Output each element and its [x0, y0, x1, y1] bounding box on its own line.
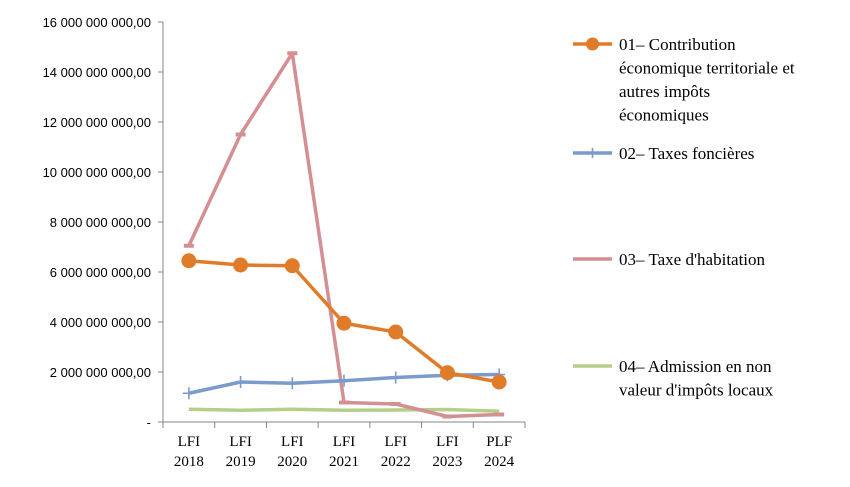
- data-point: [388, 324, 404, 340]
- data-point: [336, 315, 352, 331]
- data-point: [338, 374, 350, 387]
- y-tick-label: 2 000 000 000,00: [50, 365, 151, 380]
- data-point: [182, 387, 195, 400]
- x-tick-label: LFI 2019: [226, 434, 256, 470]
- series-3: [183, 51, 505, 419]
- data-point: [389, 371, 402, 384]
- data-point: [286, 377, 299, 390]
- data-point: [491, 374, 507, 390]
- x-tick-label: LFI 2023: [432, 434, 462, 470]
- x-tick-label: LFI 2022: [381, 434, 411, 470]
- series-layer: [181, 51, 507, 419]
- y-tick-label: 4 000 000 000,00: [50, 315, 151, 330]
- data-point: [181, 253, 197, 269]
- y-tick-label: -: [147, 415, 151, 430]
- x-tick-label: LFI 2020: [277, 434, 307, 470]
- x-tick-label: LFI 2018: [174, 434, 204, 470]
- data-point: [234, 376, 247, 388]
- y-tick-label: 12 000 000 000,00: [43, 115, 151, 130]
- y-tick-label: 16 000 000 000,00: [43, 15, 151, 30]
- legend-label: 04– Admission en non valeur d'impôts loca…: [619, 357, 774, 400]
- legend: 01– Contribution économique territoriale …: [573, 35, 795, 400]
- legend-label: 02– Taxes foncières: [619, 144, 754, 163]
- x-tick-label: PLF 2024: [484, 434, 515, 470]
- series-line: [188, 407, 500, 413]
- data-point: [439, 365, 455, 381]
- series-4: [188, 407, 500, 413]
- legend-item-2: 02– Taxes foncières: [573, 144, 754, 163]
- y-tick-label: 8 000 000 000,00: [50, 215, 151, 230]
- legend-item-3: 03– Taxe d'habitation: [573, 250, 766, 269]
- legend-label: 01– Contribution économique territoriale …: [619, 35, 795, 125]
- x-axis: LFI 2018 LFI 2019 LFI 2020 LFI 2021 LFI 2022 LFI 20…: [162, 421, 526, 470]
- legend-item-4: 04– Admission en non valeur d'impôts loca…: [573, 357, 774, 400]
- legend-label: 03– Taxe d'habitation: [619, 250, 766, 269]
- legend-marker: [586, 37, 599, 51]
- series-line: [187, 51, 500, 419]
- x-tick-label: LFI 2021: [329, 434, 359, 470]
- data-point: [284, 258, 300, 274]
- legend-marker: [587, 148, 598, 158]
- y-axis: - 2 000 000 000,00 4 000 000 000,00 6 000 0…: [43, 15, 164, 430]
- data-point: [233, 257, 249, 273]
- series-1: [181, 253, 507, 390]
- y-tick-label: 14 000 000 000,00: [43, 65, 151, 80]
- y-tick-label: 10 000 000 000,00: [43, 165, 151, 180]
- y-tick-label: 6 000 000 000,00: [50, 265, 151, 280]
- legend-item-1: 01– Contribution économique territoriale …: [573, 35, 795, 125]
